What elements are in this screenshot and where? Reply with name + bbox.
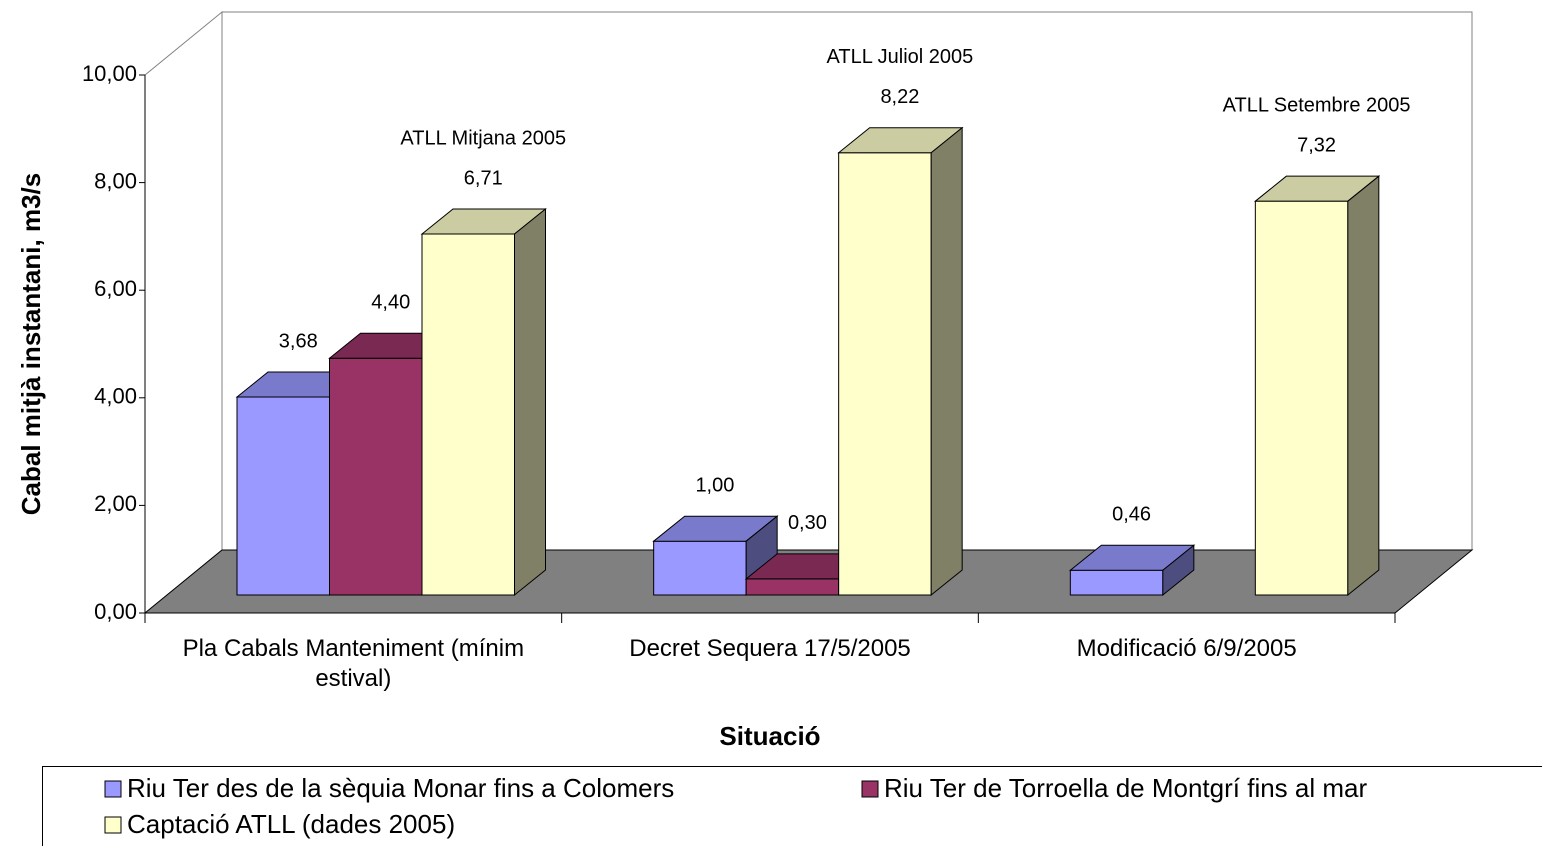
- value-label: 1,00: [695, 474, 734, 496]
- bar-side: [930, 126, 963, 597]
- bar-side: [514, 207, 546, 597]
- legend-label: Captació ATLL (dades 2005): [127, 809, 455, 839]
- x-tick-label: Modificació 6/9/2005: [1076, 635, 1297, 662]
- value-label: 3,68: [279, 330, 318, 352]
- annotation: ATLL Mitjana 2005: [400, 127, 566, 149]
- bar-front: [329, 357, 423, 596]
- bar-front: [1254, 200, 1349, 596]
- annotation: ATLL Setembre 2005: [1223, 94, 1411, 116]
- y-tick-label: 6,00: [94, 276, 137, 301]
- x-tick-label: Decret Sequera 17/5/2005: [629, 635, 911, 662]
- y-tick-label: 0,00: [94, 599, 137, 624]
- value-label: 0,30: [788, 512, 827, 534]
- bar-side: [1347, 175, 1380, 597]
- x-axis-title: Situació: [719, 721, 820, 751]
- value-label: 6,71: [464, 167, 503, 189]
- legend-swatch: [104, 780, 122, 798]
- x-tick-label: Pla Cabals Manteniment (mínim estival): [182, 635, 525, 692]
- value-label: 7,32: [1297, 134, 1336, 156]
- value-label: 8,22: [880, 86, 919, 108]
- bar-front: [745, 578, 840, 596]
- value-label: 4,40: [371, 292, 410, 314]
- legend-box: [42, 766, 1542, 846]
- y-tick-label: 4,00: [94, 384, 137, 409]
- y-tick-label: 10,00: [82, 61, 137, 86]
- legend-label: Riu Ter de Torroella de Montgrí fins al …: [884, 773, 1367, 803]
- bar-front: [653, 540, 747, 596]
- legend-swatch: [861, 780, 879, 798]
- y-tick-label: 8,00: [94, 168, 137, 193]
- bar-side: [1162, 544, 1195, 597]
- annotation: ATLL Juliol 2005: [827, 46, 974, 68]
- value-label: 0,46: [1112, 504, 1151, 526]
- bar-front: [838, 152, 932, 596]
- legend-label: Riu Ter des de la sèquia Monar fins a Co…: [127, 773, 674, 803]
- bar-front: [236, 396, 330, 596]
- bar-front: [1069, 569, 1164, 596]
- y-axis-title: Cabal mitjà instantani, m3/s: [16, 173, 46, 515]
- side-wall: [144, 10, 223, 615]
- y-tick-label: 2,00: [94, 491, 137, 516]
- bar-front: [421, 233, 515, 596]
- legend-swatch: [104, 816, 122, 834]
